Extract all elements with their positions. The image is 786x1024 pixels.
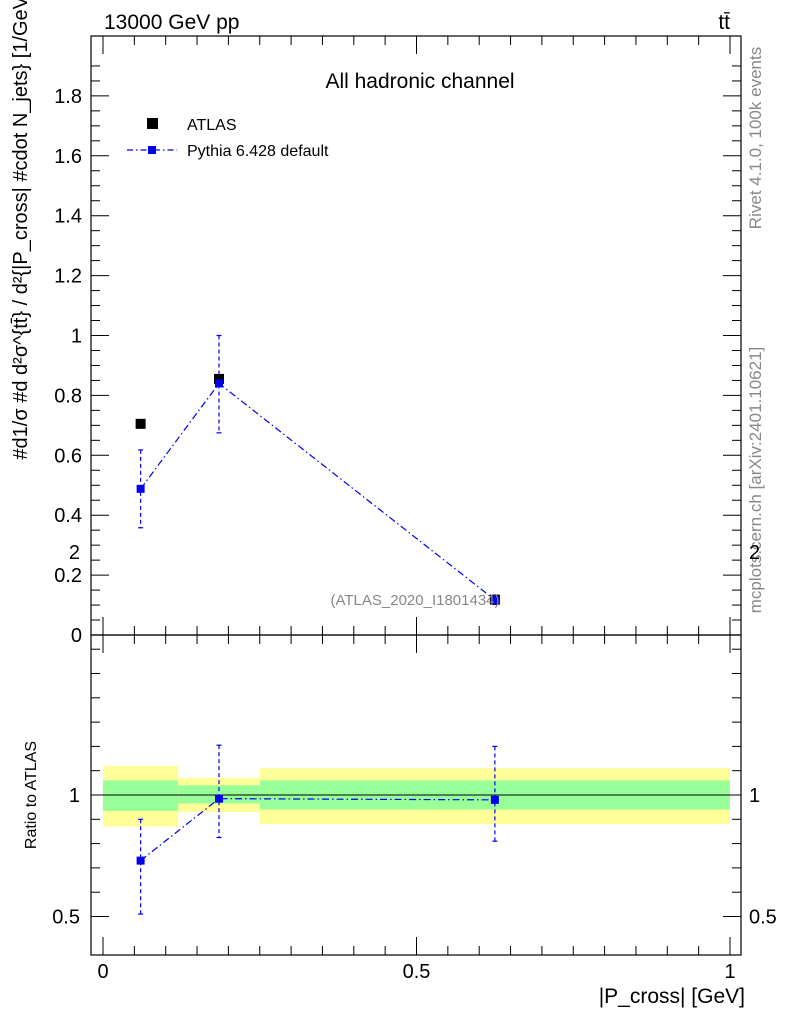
ratio-data-marks [136,744,499,915]
main-y-tick-labels: 0 0.2 0.4 0.6 0.8 1 1.2 1.4 1.6 1.8 [54,86,82,647]
ratio-series-line [140,798,495,862]
main-x-ticks [102,36,731,635]
main-y-axis-label: #d1/σ #d d²σ^{tt̄} / d²{|P_cross| #cdot … [10,0,32,460]
ratio-panel: 0.5 0.5 1 1 2 2 0 0.5 1 Ratio to ATLAS |P_cross|… [23,542,777,1008]
ratio-point [214,794,223,803]
ratio-y-tick-label-left: 1 [69,785,80,807]
x-tick-label: 1 [724,961,735,983]
ratio-y-ticks [91,648,741,917]
mcplots-label: mcplots.cern.ch [arXiv:2401.10621] [746,347,765,613]
ratio-tick-labels: 0.5 0.5 1 1 2 2 0 0.5 1 [52,542,777,983]
pythia-series-line [140,382,496,601]
ratio-inner-band [103,780,179,811]
y-tick-label: 0 [71,625,82,647]
x-axis-label: |P_cross| [GeV] [599,985,745,1008]
legend-pythia-label: Pythia 6.428 default [187,143,329,160]
ratio-ylabel: Ratio to ATLAS [23,741,40,849]
x-tick-label: 0 [97,961,108,983]
chart-title: All hadronic channel [325,70,514,93]
ratio-y-tick-label-left: 0.5 [52,907,80,929]
atlas-point [135,418,146,429]
ratio-bands [103,765,730,827]
energy-label: 13000 GeV pp [104,11,239,34]
pythia-point [136,484,145,493]
y-tick-label: 1 [71,326,82,348]
legend-atlas-label: ATLAS [187,117,237,134]
ratio-y-tick-label-right: 0.5 [749,907,777,929]
legend-atlas-marker [147,118,158,129]
main-ylabel: #d1/σ #d d²σ^{tt̄} / d²{|P_cross| #cdot … [10,0,32,460]
y-tick-label: 1.4 [54,206,82,228]
main-panel: 0 0.2 0.4 0.6 0.8 1 1.2 1.4 1.6 1.8 All hadronic … [10,0,742,647]
ratio-y-tick-label-right: 1 [749,785,760,807]
pythia-point [490,595,499,604]
process-label: tt̄ [718,11,730,34]
ratio-x-ticks [102,635,731,955]
y-tick-label: 1.8 [54,86,82,108]
y-tick-label: 0.2 [54,565,82,587]
y-tick-label: 0.4 [54,505,82,527]
rivet-label: Rivet 4.1.0, 100k events [746,47,765,229]
y-tick-label: 1.2 [54,266,82,288]
main-data-marks [135,334,500,606]
ratio-point [490,795,499,804]
ratio-y-tick-label-right: 2 [749,542,760,564]
y-tick-label: 0.8 [54,385,82,407]
main-y-ticks [91,65,741,636]
x-tick-label: 0.5 [403,961,431,983]
y-tick-label: 1.6 [54,146,82,168]
analysis-label: (ATLAS_2020_I1801434) [330,592,499,609]
legend-pythia-marker [148,146,156,154]
legend: ATLAS Pythia 6.428 default [127,117,329,160]
pythia-point [214,379,223,388]
atlas-point [213,373,224,384]
y-tick-label: 0.6 [54,445,82,467]
ratio-y-tick-label-left: 2 [69,542,80,564]
ratio-point [136,856,145,865]
